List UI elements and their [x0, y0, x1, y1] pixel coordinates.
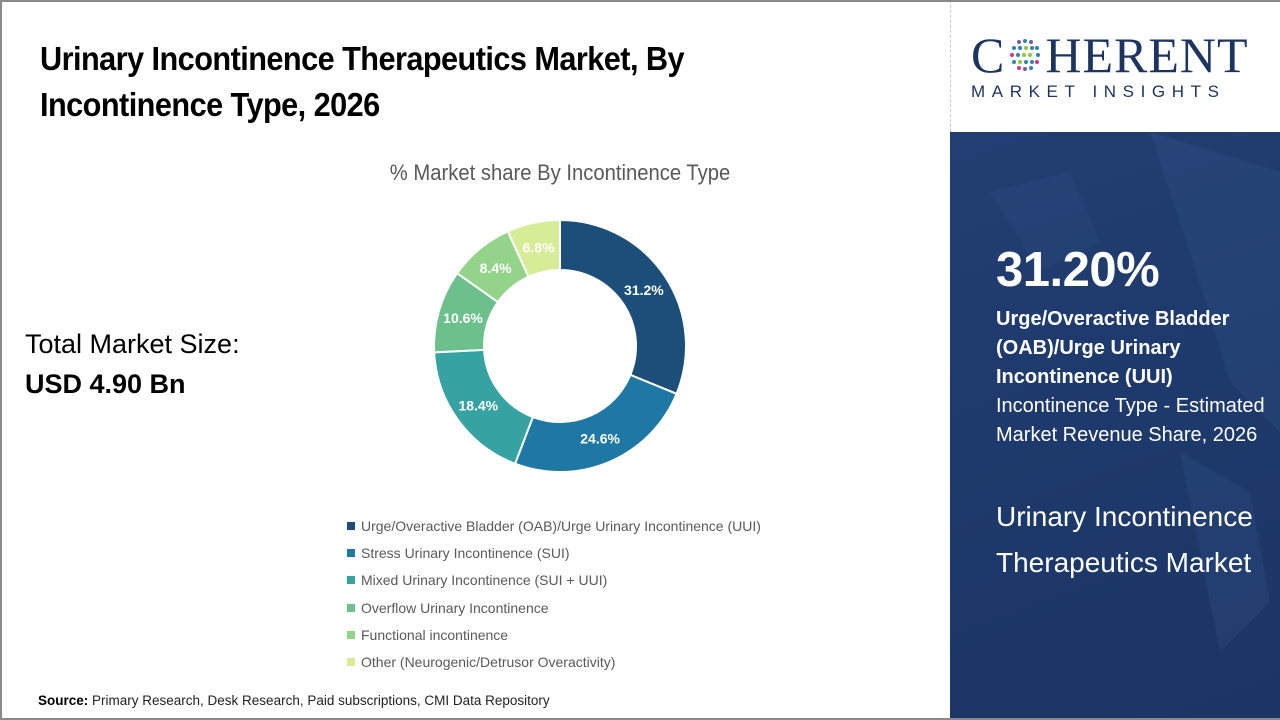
donut-data-label: 24.6%: [580, 431, 620, 447]
legend-swatch-icon: [347, 658, 355, 667]
logo-letter-c: C: [971, 27, 1006, 83]
legend-item: Mixed Urinary Incontinence (SUI + UUI): [347, 567, 761, 594]
legend-item: Urge/Overactive Bladder (OAB)/Urge Urina…: [347, 512, 761, 539]
donut-data-label: 6.8%: [523, 239, 555, 255]
source-label: Source:: [38, 693, 89, 708]
legend-label: Functional incontinence: [361, 626, 509, 643]
legend-label: Mixed Urinary Incontinence (SUI + UUI): [361, 572, 608, 589]
legend-label: Other (Neurogenic/Detrusor Overactivity): [361, 654, 616, 671]
legend-item: Other (Neurogenic/Detrusor Overactivity): [347, 648, 761, 675]
total-market-size: Total Market Size: USD 4.90 Bn: [25, 324, 240, 404]
legend-label: Overflow Urinary Incontinence: [361, 599, 549, 616]
donut-data-label: 18.4%: [458, 397, 498, 413]
source-note: Source: Primary Research, Desk Research,…: [38, 693, 550, 708]
highlight-description: Incontinence Type - Estimated Market Rev…: [996, 395, 1265, 446]
legend-label: Stress Urinary Incontinence (SUI): [361, 544, 570, 561]
market-size-label: Total Market Size:: [25, 329, 240, 359]
donut-data-label: 31.2%: [624, 282, 664, 298]
globe-dots-icon: [1010, 39, 1041, 71]
donut-segment: [506, 218, 561, 279]
background-map-decoration: [990, 132, 1280, 652]
highlight-panel: 31.20% Urge/Overactive Bladder (OAB)/Urg…: [950, 132, 1280, 720]
donut-data-label: 8.4%: [480, 260, 512, 276]
chart-title: % Market share By Incontinence Type: [389, 160, 731, 185]
highlight-percent: 31.20%: [996, 243, 1160, 297]
logo-area: C HERENT MARKET INSIGHTS: [950, 0, 1280, 132]
highlight-segment-name: Urge/Overactive Bladder (OAB)/Urge Urina…: [996, 308, 1230, 388]
legend-swatch-icon: [347, 548, 355, 557]
logo-tagline: MARKET INSIGHTS: [971, 82, 1226, 101]
coherent-market-insights-logo: C HERENT MARKET INSIGHTS: [971, 30, 1271, 102]
logo-wordmark: HERENT: [1045, 27, 1249, 83]
donut-data-label: 10.6%: [443, 310, 483, 326]
legend-item: Functional incontinence: [347, 621, 761, 648]
chart-area: Urinary Incontinence Therapeutics Market…: [25, 40, 761, 708]
legend-swatch-icon: [347, 576, 355, 585]
donut-segment: [559, 218, 687, 396]
legend-label: Urge/Overactive Bladder (OAB)/Urge Urina…: [361, 517, 761, 534]
market-size-value: USD 4.90 Bn: [25, 369, 186, 399]
legend-item: Stress Urinary Incontinence (SUI): [347, 539, 761, 566]
chart-legend: Urge/Overactive Bladder (OAB)/Urge Urina…: [347, 512, 761, 676]
legend-swatch-icon: [347, 630, 355, 639]
page-title: Urinary Incontinence Therapeutics Market…: [40, 40, 685, 123]
legend-swatch-icon: [347, 521, 355, 530]
legend-item: Overflow Urinary Incontinence: [347, 594, 761, 621]
legend-swatch-icon: [347, 603, 355, 612]
donut-segment: [513, 373, 678, 473]
highlight-market-name: Urinary Incontinence Therapeutics Market: [996, 501, 1253, 578]
source-text: Primary Research, Desk Research, Paid su…: [88, 693, 550, 708]
donut-chart: 31.2% 24.6% 18.4% 10.6% 8.4% 6.8%: [433, 218, 687, 473]
